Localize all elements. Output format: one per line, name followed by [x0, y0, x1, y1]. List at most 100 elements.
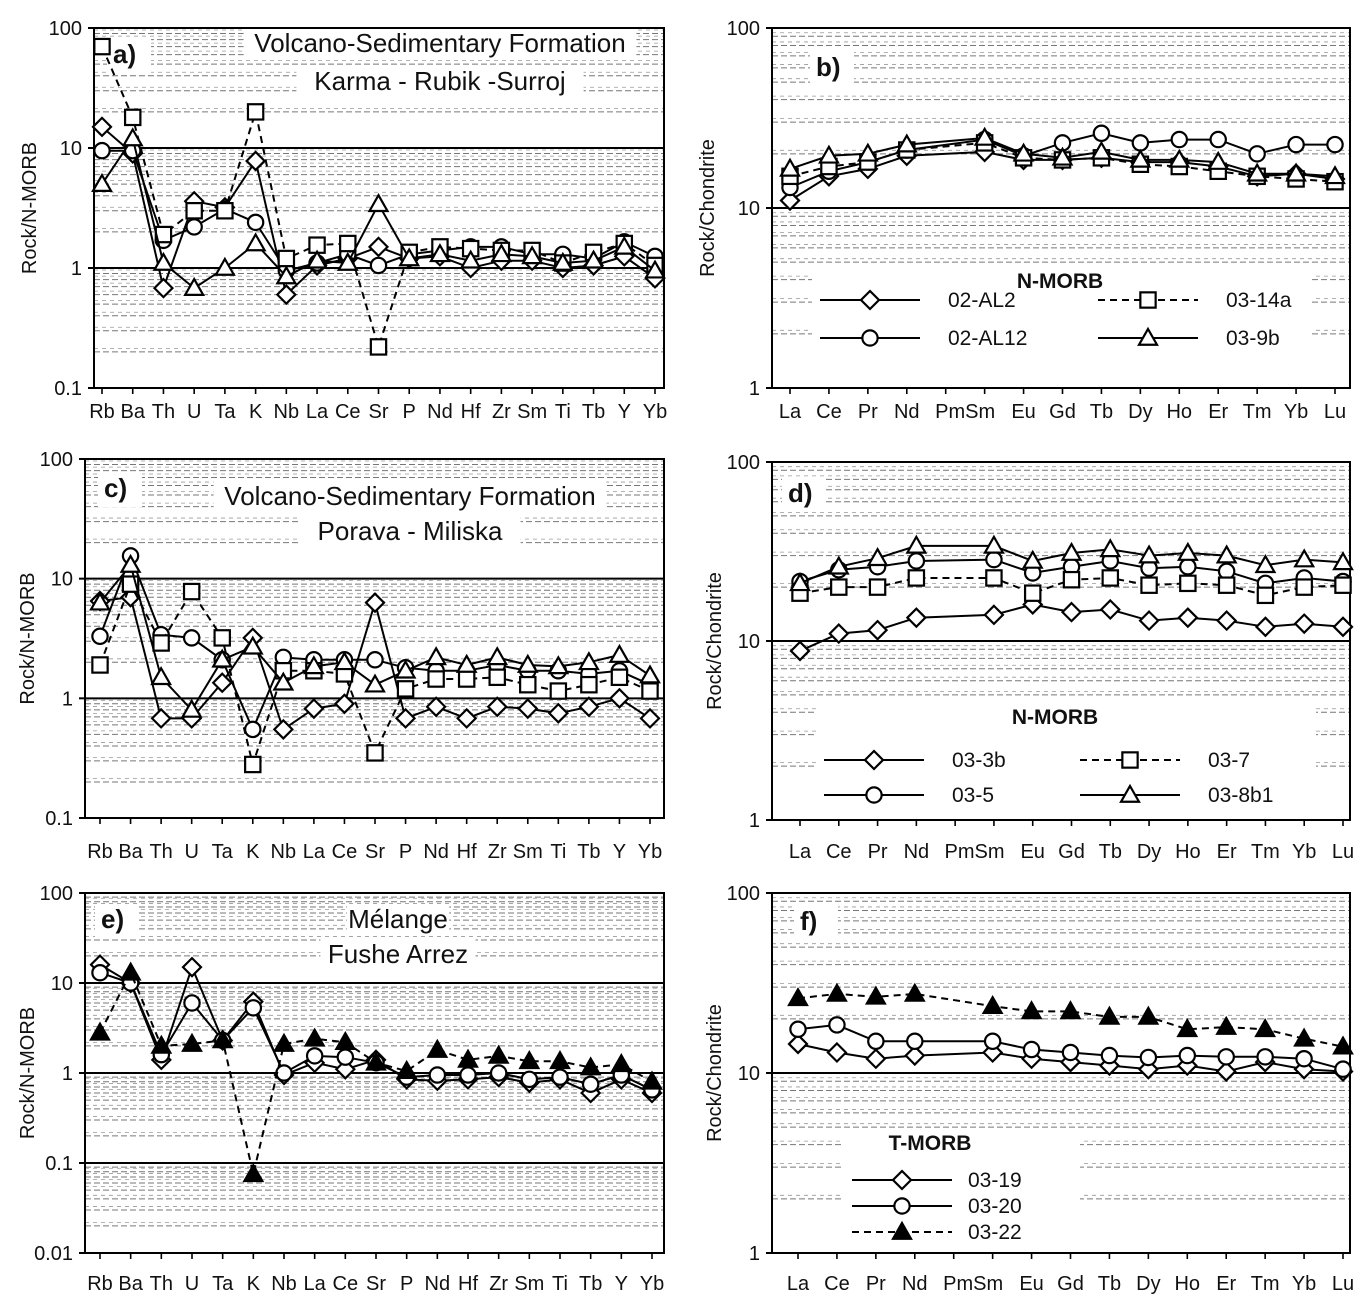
- data-point: [93, 37, 111, 56]
- data-point: [828, 1016, 846, 1034]
- x-tick-label: La: [303, 841, 326, 863]
- legend-entry: 02-AL12: [820, 327, 1027, 350]
- data-point: [639, 664, 661, 684]
- data-point: [277, 249, 296, 268]
- panel-c: 0.1 1 10 100 Rock/N-MORB Rb Ba Th U Ta K Nb La Ce Sr P N…: [17, 449, 665, 863]
- series-line: [789, 136, 1336, 178]
- chart-title-line: Mélange: [348, 904, 448, 934]
- data-point: [275, 284, 297, 306]
- panel-d: 1 10 100 Rock/Chondrite La Ce Pr Nd PmSm Eu Gd Tb Dy…: [704, 452, 1354, 863]
- panel-letter-backdrop: [98, 473, 142, 507]
- panel-letter-backdrop: [107, 39, 151, 73]
- x-tick-label: Th: [152, 401, 175, 423]
- y-tick-label: 100: [40, 883, 73, 905]
- y-tick-label: 100: [727, 452, 760, 474]
- data-point: [305, 1047, 324, 1065]
- y-tick-label: 0.1: [54, 378, 82, 400]
- data-point: [89, 1021, 111, 1041]
- data-point: [428, 1066, 447, 1084]
- data-point: [610, 668, 629, 687]
- data-point: [425, 646, 448, 666]
- data-point: [1295, 578, 1313, 596]
- x-tick-label: Tm: [1251, 1273, 1280, 1295]
- data-point: [1176, 541, 1199, 561]
- series-4: [91, 127, 666, 296]
- panel-e: 0.01 0.1 1 10 100 Rock/N-MORB Rb Ba Th U Ta K Nb La Ce…: [17, 883, 665, 1295]
- data-point: [244, 232, 267, 252]
- data-point: [1059, 1000, 1082, 1020]
- data-point: [1140, 576, 1158, 594]
- data-point: [1177, 607, 1199, 629]
- data-point: [983, 604, 1005, 626]
- x-tick-label: Lu: [1332, 841, 1354, 863]
- data-point: [246, 103, 265, 121]
- x-tick-label: Ba: [118, 841, 143, 863]
- x-tick-label: Ce: [333, 1273, 359, 1295]
- data-point: [91, 172, 113, 192]
- x-tick-label: La: [789, 841, 812, 863]
- panel-letter-backdrop: [794, 906, 838, 940]
- data-point: [1293, 1027, 1315, 1047]
- data-point: [211, 648, 234, 668]
- data-point: [905, 534, 928, 554]
- data-point: [1332, 616, 1354, 638]
- data-point: [213, 629, 231, 647]
- data-point: [789, 1020, 807, 1039]
- x-tick-label: Hf: [458, 1273, 478, 1295]
- x-tick-label: U: [184, 841, 198, 863]
- data-point: [1131, 134, 1150, 152]
- x-tick-label: Dy: [1128, 401, 1152, 423]
- x-tick-label: Dy: [1137, 841, 1161, 863]
- y-tick-label: 1: [62, 1063, 73, 1085]
- data-point: [1179, 574, 1197, 593]
- x-tick-label: Sm: [514, 1273, 544, 1295]
- data-point: [1334, 1060, 1352, 1078]
- y-tick-label: 10: [51, 973, 73, 995]
- panel-label: a): [113, 39, 136, 69]
- data-point: [613, 235, 636, 255]
- data-point: [273, 1032, 295, 1052]
- data-point: [333, 693, 356, 715]
- legend-backdrop: [844, 1128, 1080, 1246]
- y-tick-label: 10: [60, 138, 82, 160]
- data-point: [787, 987, 809, 1007]
- data-point: [1256, 1048, 1274, 1066]
- x-tick-label: La: [787, 1273, 810, 1295]
- data-point: [867, 1032, 885, 1051]
- x-tick-label: Ta: [212, 841, 234, 863]
- x-tick-label: Nb: [274, 401, 300, 423]
- x-tick-label: Sm: [517, 401, 547, 423]
- data-point: [1061, 1043, 1080, 1062]
- data-point: [91, 627, 109, 646]
- data-point: [864, 985, 887, 1005]
- series-4: [89, 553, 661, 718]
- data-point: [644, 259, 666, 279]
- y-tick-label: 1: [749, 810, 760, 832]
- x-tick-label: La: [306, 401, 329, 423]
- x-tick-label: Pr: [866, 1273, 886, 1295]
- data-point: [89, 591, 111, 611]
- data-point: [1023, 584, 1042, 602]
- data-point: [457, 670, 476, 688]
- y-tick-label: 0.01: [34, 1243, 73, 1265]
- x-tick-label: Ta: [214, 401, 236, 423]
- x-tick-label: Th: [150, 1273, 173, 1295]
- x-tick-label: Ce: [335, 401, 361, 423]
- panel-b: 1 10 100 Rock/Chondrite La Ce Pr Nd PmSm Eu Gd Tb Dy…: [697, 18, 1351, 423]
- x-tick-label: Ti: [555, 401, 571, 423]
- data-point: [334, 1058, 356, 1080]
- title-backdrop: [296, 66, 584, 97]
- data-point: [1326, 135, 1344, 154]
- x-tick-label: Eu: [1011, 401, 1035, 423]
- data-point: [1090, 140, 1113, 160]
- data-point: [364, 592, 386, 614]
- data-point: [91, 963, 109, 982]
- x-tick-label: K: [249, 401, 263, 423]
- data-point: [303, 1027, 326, 1047]
- x-tick-label: Rb: [89, 401, 115, 423]
- data-point: [336, 1048, 355, 1066]
- y-tick-label: 1: [749, 1243, 760, 1265]
- series-1: [789, 593, 1354, 662]
- data-point: [865, 1048, 887, 1070]
- title-backdrop: [320, 939, 476, 970]
